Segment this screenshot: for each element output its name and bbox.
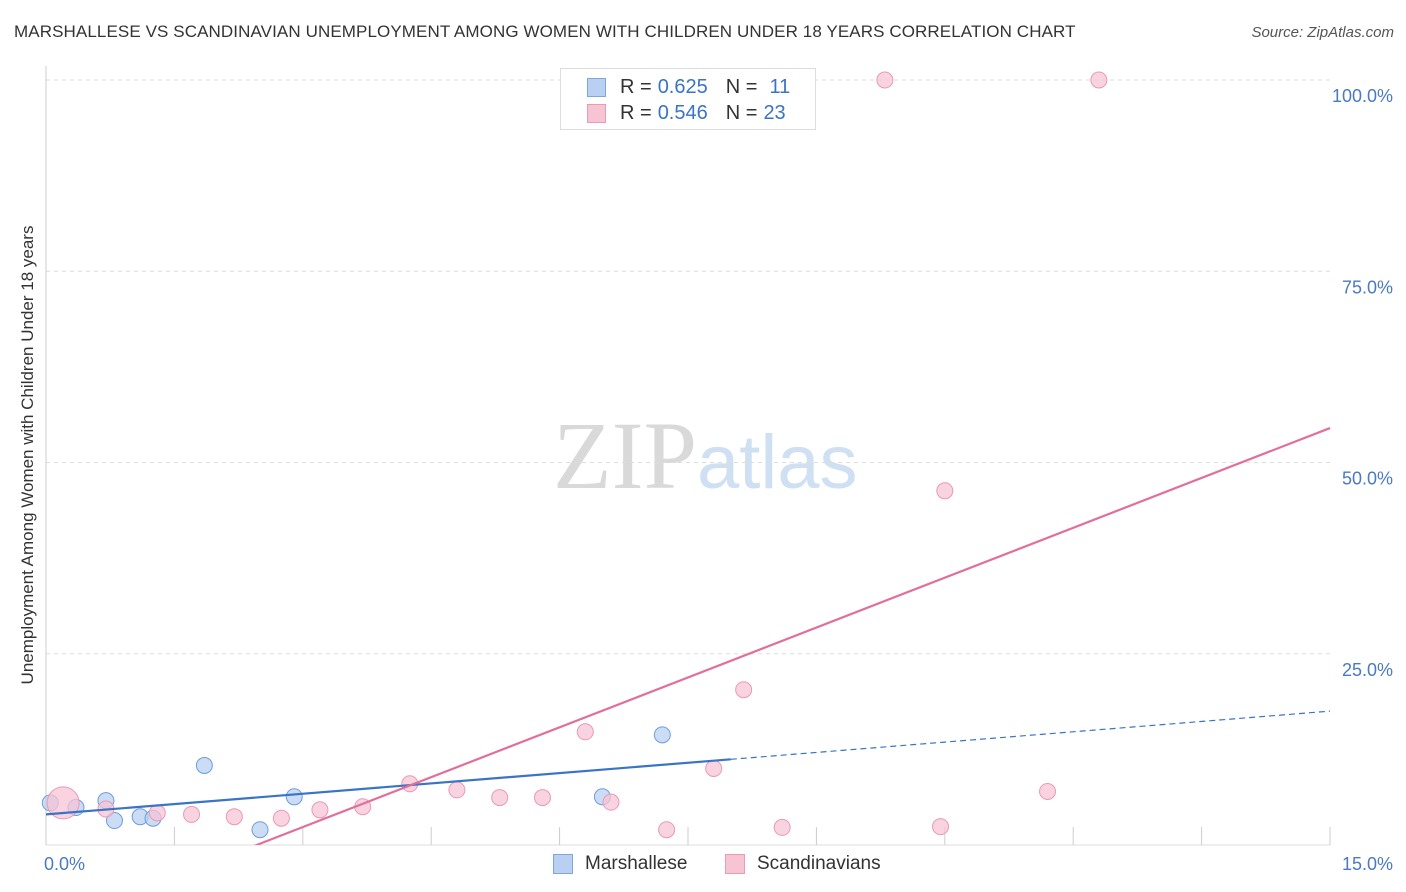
x-tick-label: 0.0% [44,854,85,874]
scandinavians-point [932,818,950,836]
bottom-legend-swatch-marshallese [553,854,573,874]
scandinavians-point [148,804,166,822]
scandinavians-point [311,801,329,819]
bottom-legend-swatch-scandinavians [725,854,745,874]
scandinavians-point [183,805,201,823]
scandinavians-point [491,789,509,807]
y-tick-label: 100.0% [1332,86,1393,106]
scandinavians-trend-line [253,427,1331,845]
marshallese-point [105,812,123,830]
bottom-legend-marshallese: Marshallese [553,851,687,877]
scandinavians-point [936,482,954,500]
legend-swatch-marshallese [587,77,606,97]
scandinavians-point [658,821,676,839]
x-tick-label: 15.0% [1342,854,1393,874]
legend-r-value: 0.546 [657,101,708,124]
scandinavians-point [448,781,466,799]
legend-n-label: N = [725,101,758,124]
legend-n-value: 11 [769,75,791,98]
scandinavians-point [225,808,243,826]
legend-row-scandinavians: R = 0.546 N = 23 [587,100,786,126]
bottom-legend-label-marshallese: Marshallese [585,853,688,874]
scandinavians-point [705,760,723,777]
legend-r-label: R = [620,101,652,124]
scandinavians-point [1039,782,1057,800]
scandinavians-point [46,786,80,820]
y-axis-label: Unemployment Among Women with Children U… [18,225,37,685]
scandinavians-point [272,809,290,827]
scandinavians-point [735,681,753,699]
scandinavians-point [1090,71,1108,89]
scandinavians-point [602,793,620,811]
chart-title: MARSHALLESE VS SCANDINAVIAN UNEMPLOYMENT… [14,22,1076,41]
marshallese-point [653,726,671,744]
scandinavians-point [533,789,551,807]
marshallese-point [195,756,213,774]
bottom-legend-label-scandinavians: Scandinavians [757,853,881,874]
legend-swatch-scandinavians [587,103,606,123]
marshallese-point [285,788,303,806]
y-tick-label: 25.0% [1342,660,1393,680]
legend-n-value: 23 [763,101,786,124]
y-tick-label: 50.0% [1342,469,1393,489]
marshallese-trend-line [46,758,731,816]
source-label: Source: ZipAtlas.com [1251,24,1394,41]
legend-r-label: R = [620,75,652,98]
y-tick-label: 75.0% [1342,277,1393,297]
correlation-legend: R = 0.625 N = 11 R = 0.546 N = 23 [560,68,816,130]
scandinavians-point [576,723,594,741]
legend-n-label: N = [725,75,758,98]
legend-r-value: 0.625 [657,75,708,98]
bottom-legend-scandinavians: Scandinavians [725,851,881,877]
legend-row-marshallese: R = 0.625 N = 11 [587,74,790,100]
scandinavians-point [876,71,894,89]
marshallese-point [251,821,269,839]
scandinavians-point [773,818,791,836]
marshallese-trend-extension [730,710,1331,760]
